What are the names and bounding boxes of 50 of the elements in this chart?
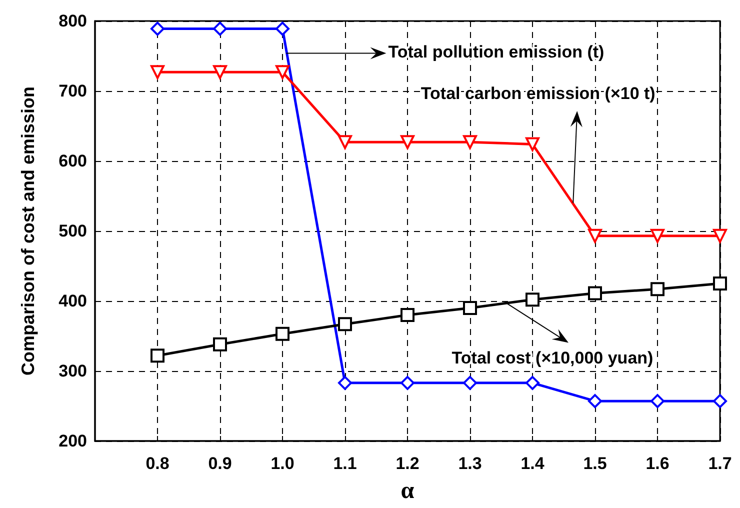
point	[213, 65, 227, 80]
point	[150, 348, 164, 363]
point	[463, 301, 477, 315]
point	[713, 228, 727, 243]
point	[588, 228, 602, 243]
x-tick-label: 1.2	[396, 454, 420, 473]
point	[588, 394, 602, 408]
x-tick-label: 1.7	[708, 454, 732, 473]
point	[650, 228, 664, 243]
x-axis-title: α	[400, 478, 415, 504]
point	[400, 308, 414, 322]
point	[526, 292, 540, 307]
point	[463, 376, 477, 390]
point	[526, 137, 540, 152]
point	[713, 276, 727, 290]
point	[150, 22, 164, 36]
point	[650, 394, 664, 408]
point	[213, 22, 227, 36]
point	[338, 376, 352, 390]
point	[338, 317, 352, 332]
point	[526, 376, 540, 390]
point	[463, 135, 477, 150]
x-tick-label: 1.6	[646, 454, 670, 473]
y-tick-label: 400	[58, 292, 87, 310]
x-tick-label: 1.1	[333, 454, 357, 473]
point	[276, 65, 290, 80]
x-tick-label: 1.5	[583, 454, 607, 473]
point	[400, 135, 414, 150]
point	[588, 286, 602, 300]
y-tick-label: 800	[58, 12, 87, 30]
y-tick-label: 200	[58, 432, 87, 450]
point	[400, 376, 414, 390]
x-tick-label: 1.3	[458, 454, 482, 473]
x-tick-label: 0.9	[208, 454, 232, 473]
y-axis-title: Comparison of cost and emission	[18, 86, 38, 376]
point	[276, 326, 290, 341]
point	[713, 394, 727, 408]
x-tick-label: 1.4	[520, 454, 545, 473]
point	[338, 135, 352, 150]
y-tick-label: 300	[58, 362, 87, 380]
point	[650, 282, 664, 296]
point	[276, 22, 290, 36]
y-tick-label: 500	[58, 222, 87, 240]
annotation: Total cost (×10,000 yuan)	[452, 348, 654, 368]
y-tick-label: 700	[58, 82, 87, 100]
point	[213, 337, 227, 352]
point	[150, 65, 164, 80]
x-tick-label: 0.8	[146, 454, 170, 473]
x-tick-label: 1.0	[270, 454, 294, 473]
y-tick-label: 600	[58, 152, 87, 170]
